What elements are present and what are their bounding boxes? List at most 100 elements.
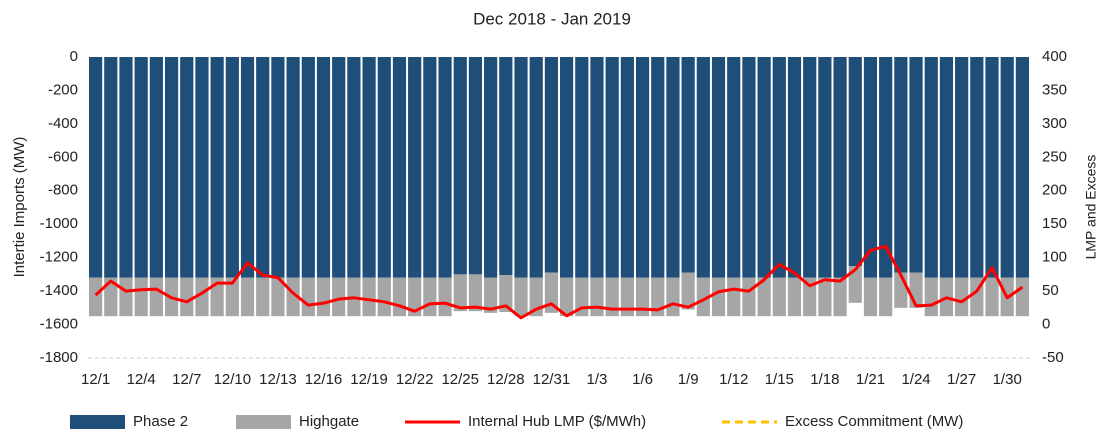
bar [560, 277, 574, 317]
legend-label: Highgate [299, 413, 359, 430]
bar [301, 277, 315, 317]
y-tick-label: -1400 [40, 282, 78, 299]
bar [666, 57, 680, 278]
bar [590, 57, 604, 278]
bar [104, 277, 118, 317]
y2-axis-label: LMP and Excess [1083, 155, 1099, 260]
bar [985, 277, 999, 317]
y2-tick-label: 250 [1042, 148, 1067, 165]
y-tick-label: -400 [48, 115, 78, 132]
bar [605, 57, 619, 278]
x-tick-label: 12/28 [487, 371, 525, 388]
y-tick-label: -600 [48, 148, 78, 165]
bar [879, 277, 893, 317]
bar [711, 277, 726, 317]
bar [818, 57, 832, 278]
bar [362, 277, 376, 317]
bar [651, 57, 665, 278]
bar [970, 57, 984, 278]
y2-tick-label: 100 [1042, 249, 1067, 266]
x-tick-label: 1/6 [632, 371, 653, 388]
x-tick-label: 12/22 [396, 371, 434, 388]
bar [742, 57, 756, 278]
bar [787, 277, 802, 317]
bar [392, 277, 407, 317]
bar [438, 277, 452, 317]
bar [696, 57, 710, 278]
bar [286, 277, 300, 317]
legend-label: Excess Commitment (MW) [785, 413, 963, 430]
x-tick-label: 12/16 [305, 371, 343, 388]
bar [894, 57, 908, 273]
legend-swatch [236, 415, 291, 429]
bar [119, 57, 133, 278]
bar [423, 57, 437, 278]
bar [362, 57, 376, 278]
chart-title: Dec 2018 - Jan 2019 [473, 9, 631, 28]
bar [924, 277, 938, 317]
y-tick-label: 0 [70, 48, 78, 65]
bar [1015, 277, 1029, 317]
bar [955, 277, 969, 317]
bar [392, 57, 407, 278]
x-tick-label: 12/4 [127, 371, 156, 388]
y-tick-label: -1000 [40, 215, 78, 232]
x-tick-label: 1/30 [993, 371, 1022, 388]
bar [408, 277, 422, 317]
bar [210, 57, 224, 278]
bar [727, 277, 741, 317]
y2-tick-label: 150 [1042, 215, 1067, 232]
bar [575, 57, 589, 278]
bar [104, 57, 118, 278]
bar [879, 57, 893, 278]
bar [514, 277, 528, 317]
bar [256, 277, 270, 317]
y2-tick-label: 200 [1042, 182, 1067, 199]
bar [377, 277, 391, 317]
bar [377, 57, 391, 278]
bar [955, 57, 969, 278]
bar [164, 57, 179, 278]
bar [240, 57, 255, 278]
bar [924, 57, 938, 278]
bar [271, 277, 285, 317]
bar [225, 277, 239, 317]
bar [803, 57, 817, 278]
x-tick-label: 12/1 [81, 371, 110, 388]
x-tick-label: 12/31 [533, 371, 571, 388]
bar [347, 57, 361, 278]
bar [332, 57, 346, 278]
x-tick-label: 1/9 [678, 371, 699, 388]
y-tick-label: -1800 [40, 349, 78, 366]
bar [514, 57, 528, 278]
bar [316, 57, 331, 278]
bar [544, 272, 558, 313]
bar [484, 277, 498, 313]
y2-tick-label: 300 [1042, 115, 1067, 132]
x-tick-label: 12/7 [172, 371, 201, 388]
y-tick-label: -800 [48, 182, 78, 199]
bar [787, 57, 802, 278]
bar [590, 277, 604, 317]
bar [833, 277, 847, 317]
bar [316, 277, 331, 317]
y-tick-label: -200 [48, 81, 78, 98]
legend-label: Internal Hub LMP ($/MWh) [468, 413, 646, 430]
bar [635, 277, 650, 317]
bar [605, 277, 619, 317]
y2-tick-label: -50 [1042, 349, 1064, 366]
bar [985, 57, 999, 278]
bar [89, 277, 103, 317]
bar [484, 57, 498, 278]
y2-tick-label: 0 [1042, 316, 1050, 333]
bar [134, 277, 148, 317]
bar [529, 57, 543, 278]
bar [195, 277, 209, 317]
bar [134, 57, 148, 278]
y-tick-label: -1600 [40, 316, 78, 333]
bar [711, 57, 726, 278]
bar [1015, 57, 1029, 278]
bar [89, 57, 103, 278]
bar [468, 274, 483, 312]
y2-tick-label: 400 [1042, 48, 1067, 65]
